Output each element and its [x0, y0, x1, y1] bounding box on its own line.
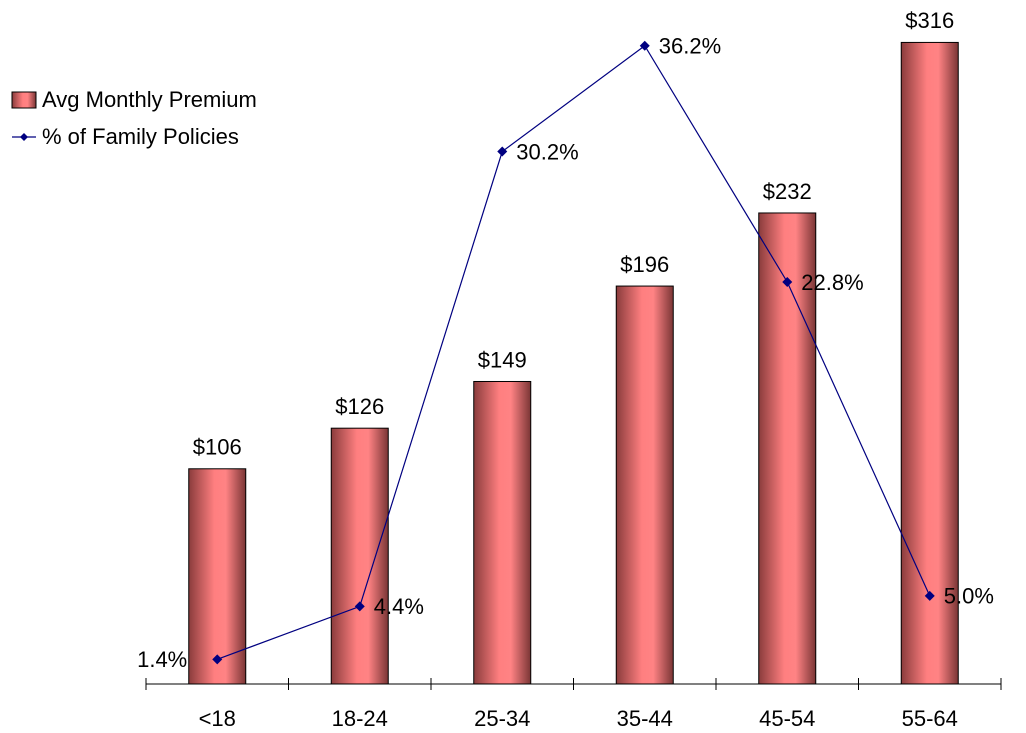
- x-tick-label: 45-54: [759, 706, 815, 731]
- bar: [188, 468, 247, 685]
- line-value-label: 22.8%: [801, 270, 863, 295]
- x-tick-label: 18-24: [332, 706, 388, 731]
- line-marker: [924, 590, 935, 601]
- legend-label: % of Family Policies: [42, 124, 239, 149]
- bar-value-label: $106: [193, 435, 242, 460]
- line-value-label: 30.2%: [516, 139, 578, 164]
- line-marker: [497, 146, 508, 157]
- legend-label: Avg Monthly Premium: [42, 87, 257, 112]
- bar-value-label: $149: [478, 347, 527, 372]
- bar-value-label: $126: [335, 394, 384, 419]
- line-value-label: 1.4%: [137, 647, 187, 672]
- line-marker: [782, 277, 793, 287]
- bar: [900, 41, 959, 685]
- x-tick-label: 35-44: [617, 706, 673, 731]
- bar: [473, 380, 532, 685]
- bar: [615, 285, 674, 685]
- bar-value-label: $232: [763, 179, 812, 204]
- legend-swatch: [11, 91, 37, 109]
- legend-marker: [20, 133, 28, 141]
- bar-value-label: $196: [620, 252, 669, 277]
- line-marker: [639, 40, 650, 51]
- line-value-label: 36.2%: [659, 34, 721, 59]
- line-marker: [212, 654, 223, 665]
- line: [217, 44, 931, 660]
- line-marker: [354, 601, 365, 612]
- x-tick-label: <18: [199, 706, 236, 731]
- bar: [758, 212, 817, 685]
- bar-value-label: $316: [905, 8, 954, 33]
- bar: [330, 427, 389, 685]
- line-value-label: 5.0%: [944, 584, 994, 609]
- x-tick-label: 25-34: [474, 706, 530, 731]
- line-value-label: 4.4%: [374, 594, 424, 619]
- x-tick-label: 55-64: [902, 706, 958, 731]
